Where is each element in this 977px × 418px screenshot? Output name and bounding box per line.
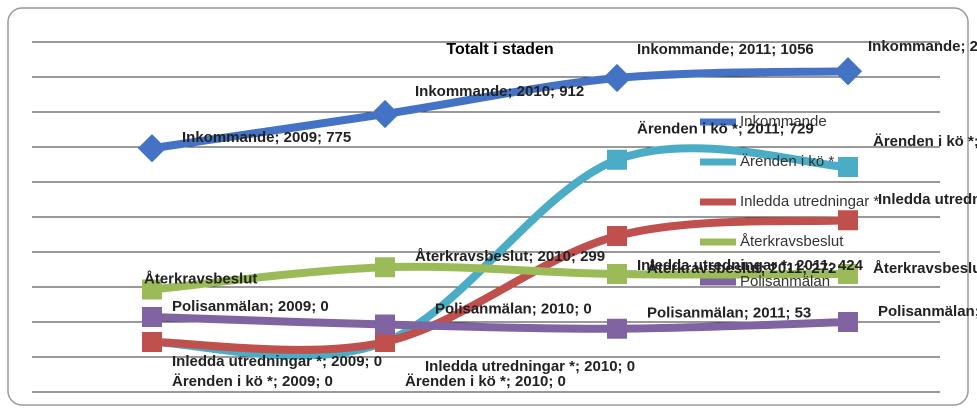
data-label: Polisanmälan; 2011; 53: [647, 305, 811, 322]
data-label: Ärenden i kö *; 2009; 0: [172, 373, 333, 390]
data-label: Återkravsbeslut: [144, 270, 257, 287]
data-label: Inledda utredningar *; 2011; 424: [637, 257, 864, 274]
marker: [607, 149, 627, 170]
data-label: Inledda utredningar *; 2009; 0: [172, 353, 382, 370]
legend-label: Inkommande: [740, 113, 827, 130]
data-label: Inledda utredningar *; 2010; 0: [425, 358, 635, 375]
chart-title: Totalt i staden: [446, 41, 553, 58]
data-label: Inkommande; 2010; 912: [415, 83, 584, 100]
data-label: Ärenden i kö *; 2010; 0: [405, 373, 566, 390]
data-label: Ärenden i kö *; 2012; 700: [873, 133, 977, 150]
marker: [142, 332, 162, 352]
legend-label: Ärenden i kö *: [740, 153, 834, 170]
data-label: Polisanmälan; 2009; 0: [172, 298, 329, 315]
data-label: Återkravsbeslut; 2011; 272: [647, 260, 836, 277]
marker: [142, 307, 162, 327]
legend-label: Återkravsbeslut: [740, 233, 844, 250]
marker: [838, 210, 858, 231]
marker: [375, 314, 395, 335]
marker: [607, 226, 627, 246]
marker: [142, 279, 162, 300]
data-label: Ärenden i kö *; 2011; 729: [637, 121, 814, 138]
marker: [838, 157, 858, 177]
marker: [838, 312, 858, 332]
marker: [838, 264, 858, 284]
marker: [607, 318, 627, 339]
data-label: Inledda utredningar *; 2012; 487: [878, 191, 977, 208]
marker: [607, 264, 627, 284]
data-label: Polisanmälan; 2012; 80: [878, 303, 977, 320]
legend-label: Inledda utredningar *: [740, 193, 879, 210]
data-label: Inkommande; 2011; 1056: [637, 41, 814, 58]
data-label: Inkommande; 2012; 1083: [868, 38, 977, 55]
data-label: Inkommande; 2009; 775: [182, 129, 351, 146]
marker: [833, 57, 863, 86]
data-label: Återkravsbeslut; 2012; 272: [873, 260, 977, 277]
data-label: Återkravsbeslut; 2010; 299: [415, 248, 605, 265]
marker: [375, 332, 395, 352]
legend-label: Polisanmälan: [740, 273, 830, 290]
series-line: [151, 216, 849, 354]
series-line: [151, 313, 849, 333]
series-line: [151, 262, 849, 294]
series-line: [151, 67, 849, 153]
marker: [375, 257, 395, 278]
data-label: Polisanmälan; 2010; 0: [435, 300, 592, 317]
marker: [602, 63, 632, 93]
series-line: [151, 144, 849, 360]
